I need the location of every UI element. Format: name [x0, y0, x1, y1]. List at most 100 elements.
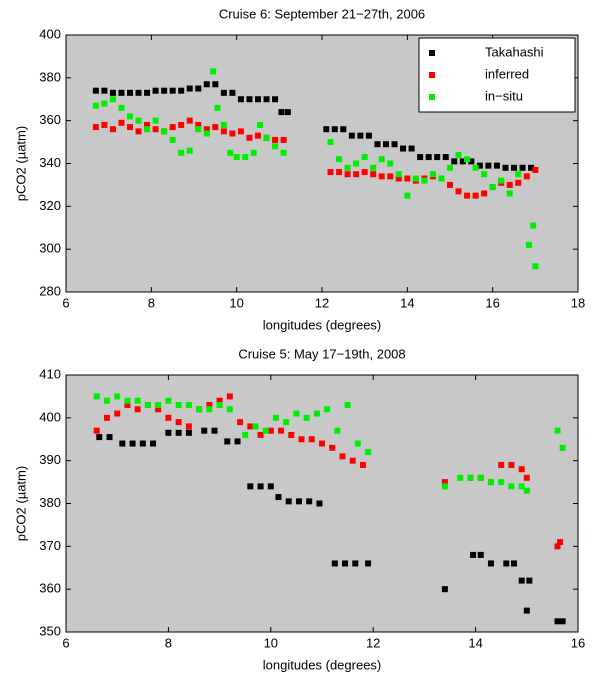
point	[92, 102, 99, 109]
point	[487, 479, 494, 486]
point	[144, 121, 151, 128]
y-tick-label: 300	[39, 241, 61, 256]
point	[267, 483, 274, 490]
point	[152, 87, 159, 94]
point	[412, 175, 419, 182]
point	[523, 474, 530, 481]
point	[165, 429, 172, 436]
point	[557, 539, 564, 546]
point	[92, 87, 99, 94]
point	[404, 175, 411, 182]
point	[429, 171, 436, 178]
point	[226, 393, 233, 400]
x-tick-label: 14	[468, 635, 482, 650]
y-axis-label: pCO2 (µatm)	[13, 126, 28, 201]
point	[464, 156, 471, 163]
legend-swatch	[429, 94, 435, 100]
point	[242, 431, 249, 438]
point	[365, 132, 372, 139]
point	[506, 181, 513, 188]
point	[224, 438, 231, 445]
point	[400, 145, 407, 152]
point	[233, 154, 240, 161]
point	[175, 419, 182, 426]
point	[340, 126, 347, 133]
point	[152, 126, 159, 133]
point	[109, 96, 116, 103]
point	[467, 474, 474, 481]
point	[391, 141, 398, 148]
point	[339, 453, 346, 460]
point	[336, 156, 343, 163]
point	[144, 89, 151, 96]
point	[185, 429, 192, 436]
x-tick-label: 12	[315, 295, 329, 310]
point	[359, 461, 366, 468]
point	[554, 427, 561, 434]
legend-label: inferred	[485, 66, 529, 81]
point	[226, 406, 233, 413]
point	[210, 68, 217, 75]
y-tick-label: 320	[39, 198, 61, 213]
point	[327, 139, 334, 146]
point	[502, 164, 509, 171]
point	[353, 160, 360, 167]
point	[434, 154, 441, 161]
point	[119, 440, 126, 447]
point	[408, 145, 415, 152]
point	[316, 500, 323, 507]
point	[101, 121, 108, 128]
point	[523, 487, 530, 494]
point	[129, 440, 136, 447]
point	[246, 134, 253, 141]
y-tick-label: 400	[39, 26, 61, 41]
point	[404, 192, 411, 199]
point	[206, 401, 213, 408]
point	[530, 222, 537, 229]
point	[344, 164, 351, 171]
point	[263, 96, 270, 103]
y-tick-label: 390	[39, 452, 61, 467]
y-axis-label: pCO2 (µatm)	[13, 466, 28, 541]
point	[481, 171, 488, 178]
point	[185, 401, 192, 408]
point	[489, 184, 496, 191]
x-tick-label: 6	[62, 295, 69, 310]
point	[447, 181, 453, 188]
point	[498, 479, 505, 486]
point	[186, 147, 193, 154]
point	[559, 618, 566, 625]
point	[370, 171, 377, 178]
point	[229, 130, 236, 137]
point	[508, 461, 515, 468]
point	[109, 126, 116, 133]
point	[441, 479, 448, 486]
point	[477, 551, 484, 558]
legend-box	[418, 37, 576, 113]
point	[227, 149, 234, 156]
point	[135, 89, 142, 96]
point	[196, 406, 203, 413]
point	[447, 164, 453, 171]
point	[229, 89, 236, 96]
point	[175, 429, 182, 436]
series	[93, 393, 566, 494]
point	[441, 586, 448, 593]
point	[349, 457, 356, 464]
point	[272, 136, 279, 143]
point	[280, 149, 287, 156]
point	[178, 149, 185, 156]
point	[518, 577, 525, 584]
point	[493, 162, 500, 169]
point	[144, 401, 151, 408]
point	[280, 136, 287, 143]
point	[211, 427, 218, 434]
point	[387, 173, 394, 180]
point	[519, 164, 526, 171]
point	[395, 171, 402, 178]
point	[114, 410, 121, 417]
point	[459, 158, 466, 165]
point	[344, 401, 351, 408]
point	[262, 427, 269, 434]
point	[365, 560, 372, 567]
